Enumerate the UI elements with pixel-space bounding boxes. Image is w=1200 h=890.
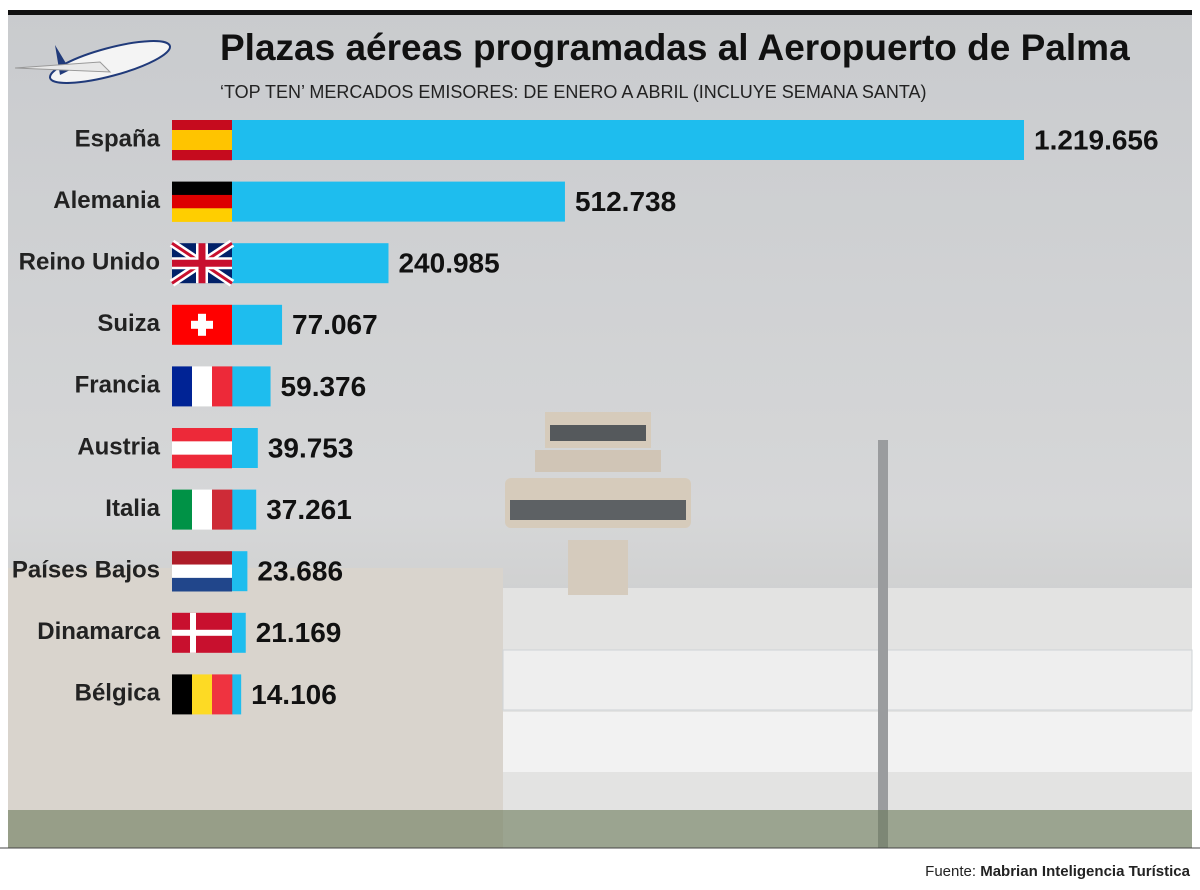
plane-icon [14, 40, 171, 84]
flag-stripe [172, 551, 232, 565]
bar [232, 674, 242, 715]
source-label: Fuente: [925, 863, 976, 880]
flag-stripe [172, 441, 232, 455]
flag-stripe [172, 181, 232, 196]
flag-stripe [192, 489, 213, 530]
bar [232, 243, 389, 284]
flag [172, 674, 233, 715]
flag-cross [191, 320, 213, 329]
flag-stripe [172, 674, 193, 715]
flag-stripe [172, 208, 232, 222]
bar [232, 181, 565, 222]
category-label: Francia [75, 372, 161, 399]
flag [172, 612, 232, 653]
category-label: Austria [77, 433, 160, 460]
flag [172, 304, 232, 345]
flag-cross [172, 629, 232, 636]
flag-stripe [172, 454, 232, 469]
flag [172, 366, 233, 407]
value-label: 77.067 [292, 309, 378, 340]
footer [0, 848, 1200, 890]
category-label: Suiza [97, 310, 160, 337]
flag-stripe [172, 577, 232, 592]
source: Fuente: Mabrian Inteligencia Turística [925, 863, 1190, 880]
flag-stripe [172, 366, 193, 407]
value-label: 23.686 [257, 556, 343, 587]
flag-stripe [172, 428, 232, 442]
flag-stripe [172, 489, 193, 530]
flag [172, 181, 232, 222]
flag-stripe [192, 366, 213, 407]
category-label: Alemania [53, 187, 160, 214]
value-label: 59.376 [281, 371, 367, 402]
chart-subtitle: ‘TOP TEN’ MERCADOS EMISORES: DE ENERO A … [220, 82, 927, 102]
flag-stripe [192, 674, 213, 715]
category-label: Italia [105, 495, 160, 522]
top-rule [8, 10, 1192, 15]
flag [169, 239, 235, 287]
chart-title: Plazas aéreas programadas al Aeropuerto … [220, 27, 1130, 68]
flag-stripe [172, 564, 232, 579]
bar [232, 304, 283, 345]
bar [232, 551, 248, 592]
category-label: Reino Unido [19, 249, 160, 276]
flag [172, 551, 232, 592]
flag-stripe [172, 130, 232, 151]
flag-cross [172, 243, 232, 284]
category-label: Países Bajos [12, 557, 160, 584]
airport-scene [8, 412, 1193, 848]
flag-stripe [212, 366, 233, 407]
flag-stripe [212, 489, 233, 530]
bar [232, 428, 258, 468]
flag [172, 120, 232, 161]
value-label: 14.106 [251, 679, 337, 710]
flag [172, 489, 233, 530]
flag-stripe [172, 150, 232, 161]
category-label: Bélgica [75, 680, 161, 707]
flag-stripe [172, 120, 232, 131]
flag-stripe [172, 194, 232, 209]
flag [172, 428, 232, 469]
source-name: Mabrian Inteligencia Turística [980, 863, 1190, 880]
value-label: 240.985 [398, 248, 499, 279]
bar [232, 612, 246, 653]
value-label: 37.261 [266, 494, 352, 525]
value-label: 512.738 [575, 186, 676, 217]
value-label: 1.219.656 [1034, 124, 1159, 155]
category-label: Dinamarca [37, 618, 160, 645]
bar [232, 366, 271, 407]
bar [232, 120, 1024, 160]
value-label: 39.753 [268, 432, 354, 463]
flag-stripe [212, 674, 233, 715]
category-label: España [75, 125, 161, 152]
bar [232, 489, 257, 530]
value-label: 21.169 [256, 617, 342, 648]
